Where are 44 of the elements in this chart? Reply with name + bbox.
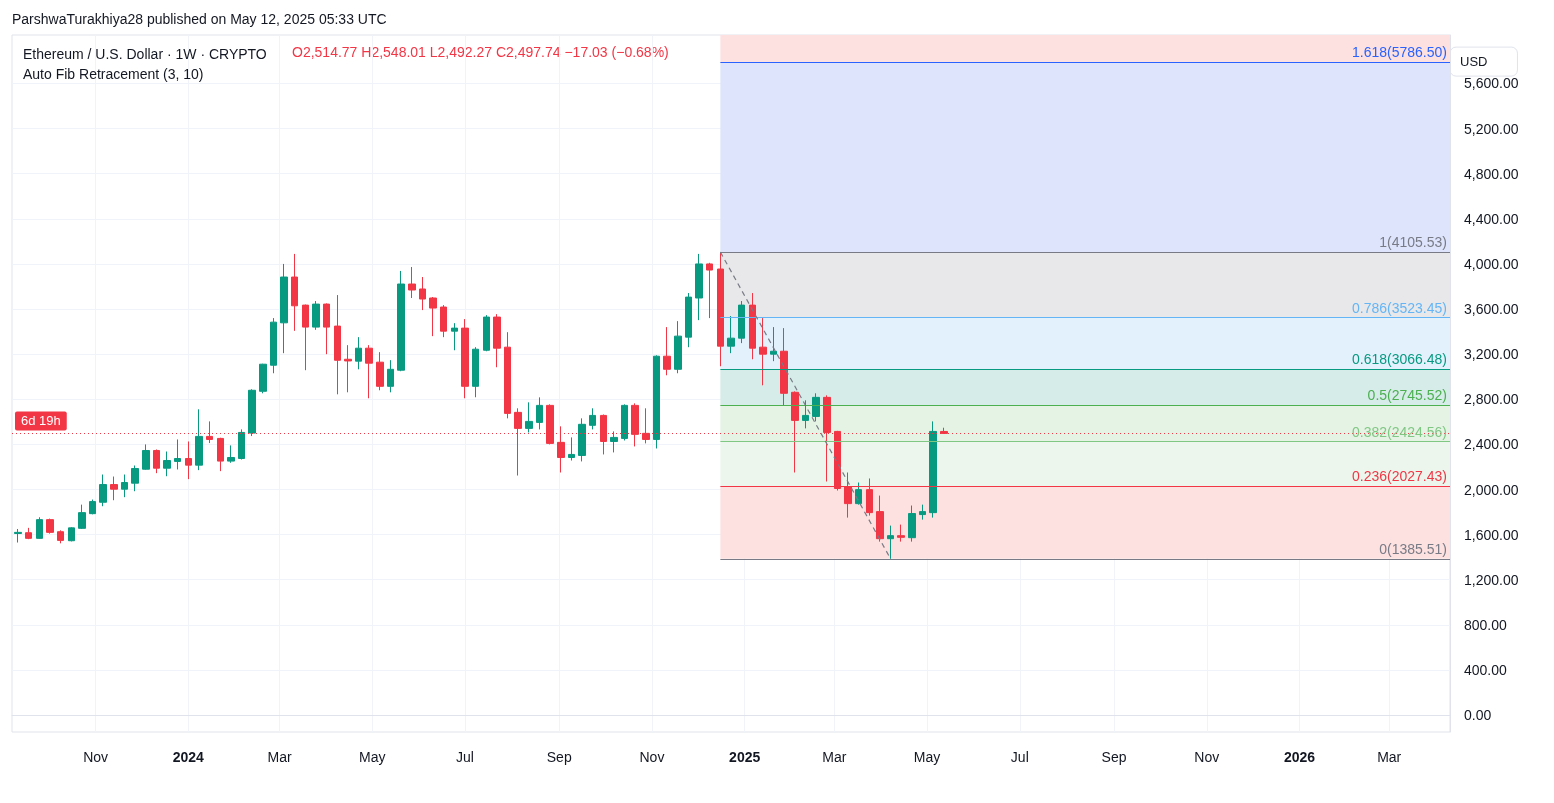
y-tick-label: 4,000.00 bbox=[1464, 255, 1519, 272]
y-tick-label: 1,200.00 bbox=[1464, 571, 1519, 588]
y-tick-label: 5,200.00 bbox=[1464, 120, 1519, 137]
x-tick-label: 2025 bbox=[729, 749, 761, 765]
ref-line-label: 1(4105.53) bbox=[1379, 234, 1447, 251]
x-tick-label: Jul bbox=[456, 749, 474, 765]
x-tick-label: May bbox=[913, 749, 941, 765]
x-tick-label: Nov bbox=[639, 749, 665, 765]
y-tick-label: 800.00 bbox=[1464, 616, 1508, 633]
y-tick-label: 3,600.00 bbox=[1464, 301, 1519, 318]
annotation: O2,514.77 H2,548.01 L2,492.27 C2,497.74 −17.03 (−0.68%) bbox=[292, 44, 669, 60]
y-axis-title: USD bbox=[1460, 54, 1488, 70]
ref-line-label: 1.618(5786.50) bbox=[1352, 44, 1447, 61]
text: Ethereum / U.S. Dollar · 1W · CRYPTO bbox=[23, 46, 267, 62]
text: Auto Fib Retracement (3, 10) bbox=[23, 66, 204, 82]
x-tick-label: Sep bbox=[546, 749, 572, 765]
y-tick-label: 0.00 bbox=[1464, 707, 1492, 724]
x-tick-label: Nov bbox=[83, 749, 109, 765]
ref-line-label: 0.236(2027.43) bbox=[1352, 468, 1447, 485]
ref-line-label: 0.5(2745.52) bbox=[1367, 387, 1447, 404]
x-tick-label: Mar bbox=[1377, 749, 1402, 765]
x-tick-label: Sep bbox=[1101, 749, 1127, 765]
x-tick-label: Nov bbox=[1194, 749, 1220, 765]
x-tick-label: Mar bbox=[267, 749, 292, 765]
y-tick-label: 3,200.00 bbox=[1464, 346, 1519, 363]
ref-line-label: 6d 19h bbox=[21, 413, 61, 429]
y-tick-label: 4,400.00 bbox=[1464, 210, 1519, 227]
ref-line-label: 0.786(3523.45) bbox=[1352, 299, 1447, 316]
x-tick-label: Jul bbox=[1010, 749, 1029, 765]
y-tick-label: 5,600.00 bbox=[1464, 75, 1519, 92]
text: ParshwaTurakhiya28 published on May 12, 2025 05:33 UTC bbox=[12, 11, 387, 27]
y-tick-label: 2,400.00 bbox=[1464, 436, 1519, 453]
x-tick-label: May bbox=[359, 749, 386, 765]
ref-line-label: 0.382(2424.56) bbox=[1352, 423, 1447, 440]
y-tick-label: 400.00 bbox=[1464, 661, 1508, 678]
y-tick-label: 4,800.00 bbox=[1464, 165, 1519, 182]
ref-line-label: 0.618(3066.48) bbox=[1352, 351, 1447, 368]
ref-line-label: 0(1385.51) bbox=[1379, 540, 1447, 557]
x-tick-label: 2026 bbox=[1283, 749, 1316, 765]
y-tick-label: 2,800.00 bbox=[1464, 391, 1519, 408]
y-tick-label: 1,600.00 bbox=[1464, 526, 1519, 543]
x-tick-label: 2024 bbox=[172, 749, 205, 765]
y-tick-label: 2,000.00 bbox=[1464, 481, 1519, 498]
x-tick-label: Mar bbox=[822, 749, 847, 765]
